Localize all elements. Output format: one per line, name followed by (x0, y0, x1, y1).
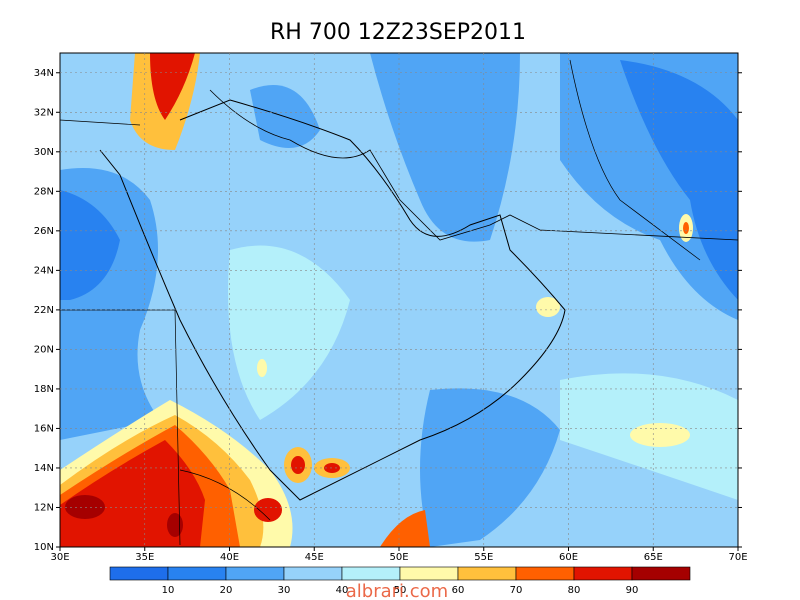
lon-label: 70E (728, 552, 747, 563)
lat-label: 24N (34, 265, 54, 276)
colorbar-swatch (341, 566, 401, 581)
lat-label: 34N (34, 68, 54, 79)
colorbar-swatch (225, 566, 285, 581)
map-title: RH 700 12Z23SEP2011 (270, 20, 526, 45)
lat-label: 16N (34, 423, 54, 434)
colorbar-swatch (109, 566, 169, 581)
lon-label: 45E (305, 552, 324, 563)
lat-label: 26N (34, 226, 54, 237)
colorbar-label: 90 (626, 585, 639, 596)
colorbar-swatch (283, 566, 343, 581)
colorbar-label: 50 (394, 585, 407, 596)
lat-label: 22N (34, 305, 54, 316)
colorbar-swatch (457, 566, 517, 581)
colorbar-label: 60 (452, 585, 465, 596)
lat-label: 30N (34, 147, 54, 158)
colorbar-swatch (167, 566, 227, 581)
colorbar-swatch (631, 566, 691, 581)
lat-label: 10N (34, 542, 54, 553)
lat-label: 28N (34, 186, 54, 197)
watermark: albrari.com (346, 581, 448, 600)
colorbar-label: 40 (336, 585, 349, 596)
rh-field (60, 53, 738, 547)
lat-label: 18N (34, 384, 54, 395)
lon-label: 35E (135, 552, 154, 563)
lat-label: 20N (34, 344, 54, 355)
lon-label: 55E (474, 552, 493, 563)
colorbar-swatch (515, 566, 575, 581)
colorbar-label: 10 (162, 585, 175, 596)
colorbar-swatch (399, 566, 459, 581)
colorbar-swatch (573, 566, 633, 581)
lon-label: 60E (559, 552, 578, 563)
colorbar-label: 20 (220, 585, 233, 596)
colorbar-label: 70 (510, 585, 523, 596)
lat-label: 12N (34, 502, 54, 513)
lon-label: 65E (644, 552, 663, 563)
lon-label: 40E (220, 552, 239, 563)
lon-label: 50E (389, 552, 408, 563)
lon-label: 30E (50, 552, 69, 563)
lat-label: 14N (34, 463, 54, 474)
lat-label: 32N (34, 107, 54, 118)
colorbar-label: 30 (278, 585, 291, 596)
colorbar-label: 80 (568, 585, 581, 596)
